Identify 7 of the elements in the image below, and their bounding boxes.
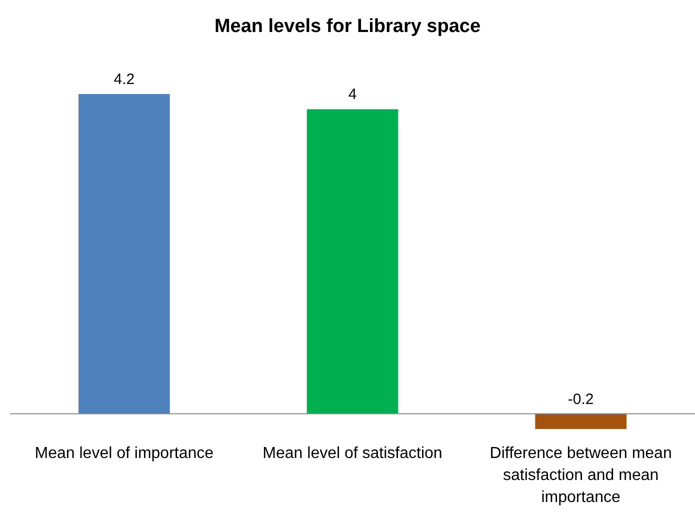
data-label: -0.2 <box>568 390 594 408</box>
chart-title: Mean levels for Library space <box>214 16 481 37</box>
x-tick-label: Difference between mean satisfaction and mean importance <box>490 445 672 506</box>
x-tick-label: Mean level of importance <box>34 445 214 462</box>
data-label: 4 <box>348 86 357 104</box>
data-label: 4.2 <box>114 71 135 88</box>
x-tick-label: Mean level of satisfaction <box>262 445 442 462</box>
